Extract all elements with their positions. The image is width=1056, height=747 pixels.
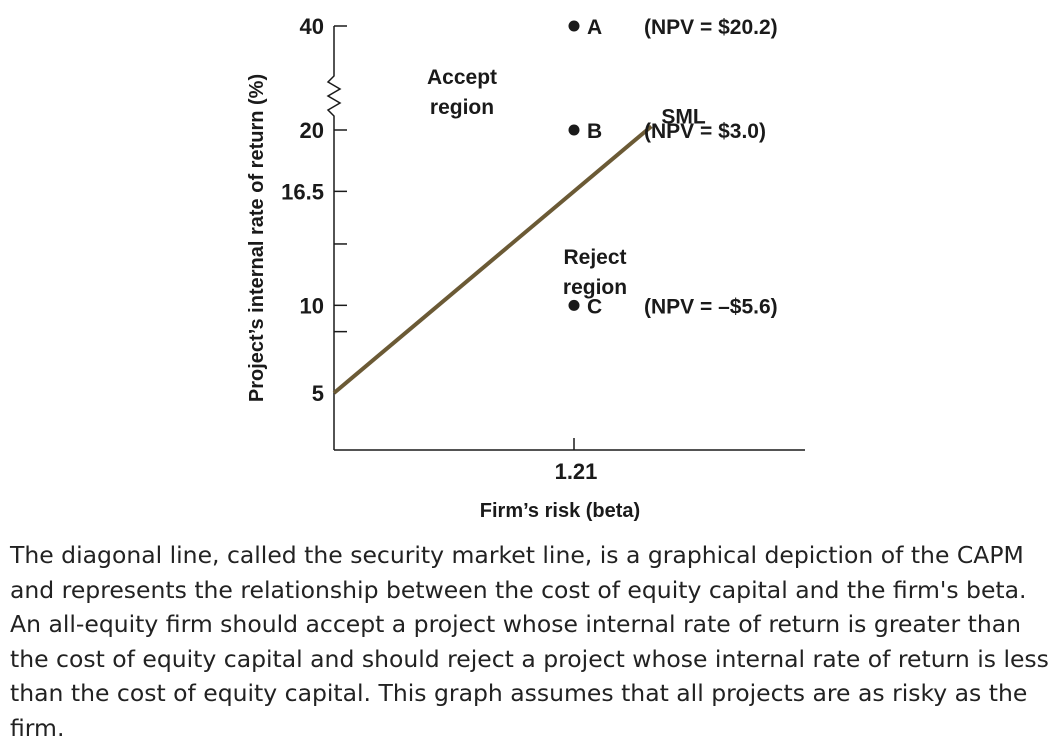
y-tick-label: 20	[300, 118, 324, 143]
reject-region-label: Reject	[563, 246, 626, 269]
accept-region-label: region	[430, 96, 494, 119]
point-b-npv: (NPV = $3.0)	[644, 120, 766, 143]
point-a-npv: (NPV = $20.2)	[644, 16, 778, 39]
y-axis-title: Project’s internal rate of return (%)	[246, 74, 268, 402]
series: SML	[332, 105, 706, 395]
sml-line	[332, 124, 653, 395]
reject-region-label: region	[563, 276, 627, 299]
axes	[326, 26, 805, 451]
y-tick-label: 10	[300, 293, 324, 318]
x-tick-label: 1.21	[555, 459, 598, 484]
point-c-npv: (NPV = –$5.6)	[644, 295, 778, 318]
point-b-label: B	[587, 120, 602, 143]
point-c-label: C	[587, 295, 602, 318]
figure-caption: The diagonal line, called the security m…	[10, 541, 1049, 742]
x-axis-title: Firm’s risk (beta)	[480, 500, 640, 522]
point-a-marker	[568, 20, 580, 32]
y-ticks: 40 20 16.5 10 5	[281, 14, 347, 406]
sml-line-label: SML	[661, 105, 706, 128]
point-c-marker	[568, 299, 580, 311]
y-tick-label: 40	[300, 14, 324, 39]
y-axis-break	[326, 26, 342, 124]
y-tick-label: 16.5	[281, 179, 324, 204]
points: A (NPV = $20.2) B (NPV = $3.0) C (NPV = –$5.6…	[568, 16, 778, 318]
sml-figure: 40 20 16.5 10 5 1.21 SML A (NPV = $20.2) B (NPV…	[246, 14, 805, 522]
x-ticks: 1.21	[555, 438, 598, 484]
regions: Accept region Reject region	[427, 66, 627, 299]
point-b-marker	[568, 124, 580, 136]
point-a-label: A	[587, 16, 602, 39]
sml-chart: 40 20 16.5 10 5 1.21 SML A (NPV = $20.2) B (NPV…	[246, 14, 805, 522]
accept-region-label: Accept	[427, 66, 497, 89]
y-tick-label: 5	[312, 381, 324, 406]
